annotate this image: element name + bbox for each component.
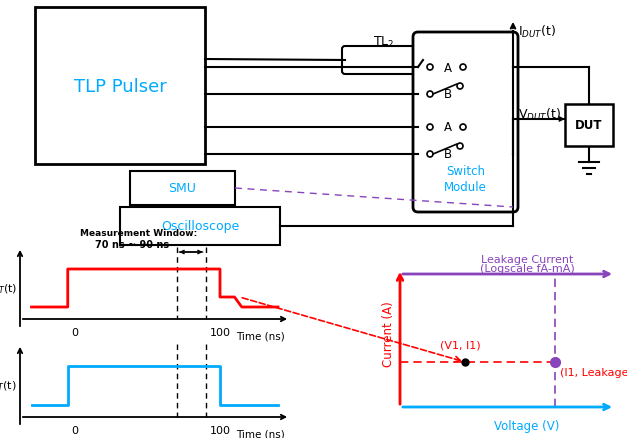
- Text: Time (ns): Time (ns): [236, 331, 285, 341]
- Text: 100: 100: [209, 425, 231, 435]
- Text: A: A: [444, 121, 452, 134]
- Text: Voltage (V): Voltage (V): [494, 419, 560, 432]
- Text: Oscilloscope: Oscilloscope: [161, 220, 239, 233]
- Text: (I1, Leakage1): (I1, Leakage1): [560, 367, 627, 377]
- Bar: [35, 8, 205, 165]
- Text: 0: 0: [71, 425, 78, 435]
- Text: (Logscale fA-mA): (Logscale fA-mA): [480, 263, 574, 273]
- Text: Leakage Current: Leakage Current: [481, 254, 573, 265]
- Text: 70 ns ~ 90 ns: 70 ns ~ 90 ns: [95, 240, 169, 249]
- Bar: [120, 208, 280, 245]
- Text: 0: 0: [71, 327, 78, 337]
- Text: Switch
Module: Switch Module: [444, 165, 487, 194]
- Text: V$_{DUT}$(t): V$_{DUT}$(t): [518, 107, 561, 123]
- Text: Current (A): Current (A): [381, 300, 394, 366]
- Text: V$_{DUT}$(t): V$_{DUT}$(t): [0, 378, 17, 392]
- Text: (V1, I1): (V1, I1): [440, 340, 480, 350]
- Text: TLP Pulser: TLP Pulser: [73, 78, 166, 95]
- Text: 100: 100: [209, 327, 231, 337]
- Text: I$_{DUT}$(t): I$_{DUT}$(t): [518, 24, 556, 40]
- Text: I$_{DUT}$(t): I$_{DUT}$(t): [0, 282, 17, 295]
- FancyBboxPatch shape: [342, 47, 426, 75]
- Bar: [565, 105, 613, 147]
- Text: B: B: [444, 88, 452, 101]
- Text: Time (ns): Time (ns): [236, 429, 285, 438]
- Bar: [130, 172, 235, 205]
- FancyBboxPatch shape: [413, 33, 518, 212]
- Text: SMU: SMU: [169, 182, 196, 195]
- Text: A: A: [444, 61, 452, 74]
- Text: B: B: [444, 148, 452, 161]
- Text: Measurement Window:: Measurement Window:: [80, 229, 198, 237]
- Text: TL$_2$: TL$_2$: [373, 34, 394, 49]
- Text: DUT: DUT: [575, 119, 603, 132]
